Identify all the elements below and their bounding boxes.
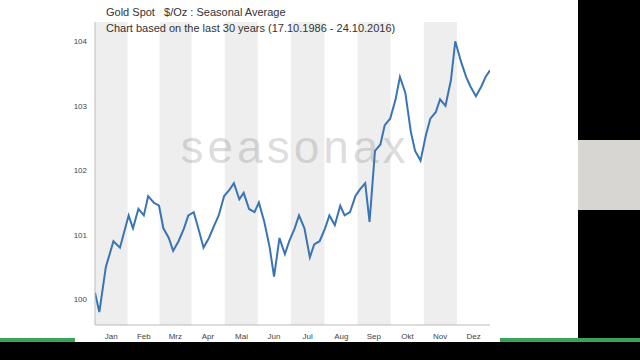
svg-text:101: 101 — [74, 231, 88, 240]
svg-text:Aug: Aug — [334, 332, 348, 341]
svg-text:Jun: Jun — [268, 332, 281, 341]
svg-text:104: 104 — [74, 37, 88, 46]
svg-text:Mai: Mai — [235, 332, 248, 341]
svg-text:103: 103 — [74, 102, 88, 111]
svg-text:Jul: Jul — [303, 332, 313, 341]
svg-text:Apr: Apr — [202, 332, 215, 341]
svg-text:102: 102 — [74, 166, 88, 175]
html-text:Gold Spot $/Oz : Seasonal Aver: Gold Spot $/Oz : Seasonal Average — [106, 6, 286, 18]
html-text:seasonax: seasonax — [180, 121, 410, 173]
svg-text:Feb: Feb — [137, 332, 151, 341]
svg-text:Dez: Dez — [467, 332, 481, 341]
svg-text:Okt: Okt — [401, 332, 414, 341]
svg-text:Sep: Sep — [367, 332, 382, 341]
svg-text:100: 100 — [74, 295, 88, 304]
svg-text:Jan: Jan — [105, 332, 118, 341]
svg-text:Nov: Nov — [433, 332, 447, 341]
html-text:Chart based on the last 30 yea: Chart based on the last 30 years (17.10.… — [106, 22, 396, 34]
svg-text:Mrz: Mrz — [169, 332, 182, 341]
